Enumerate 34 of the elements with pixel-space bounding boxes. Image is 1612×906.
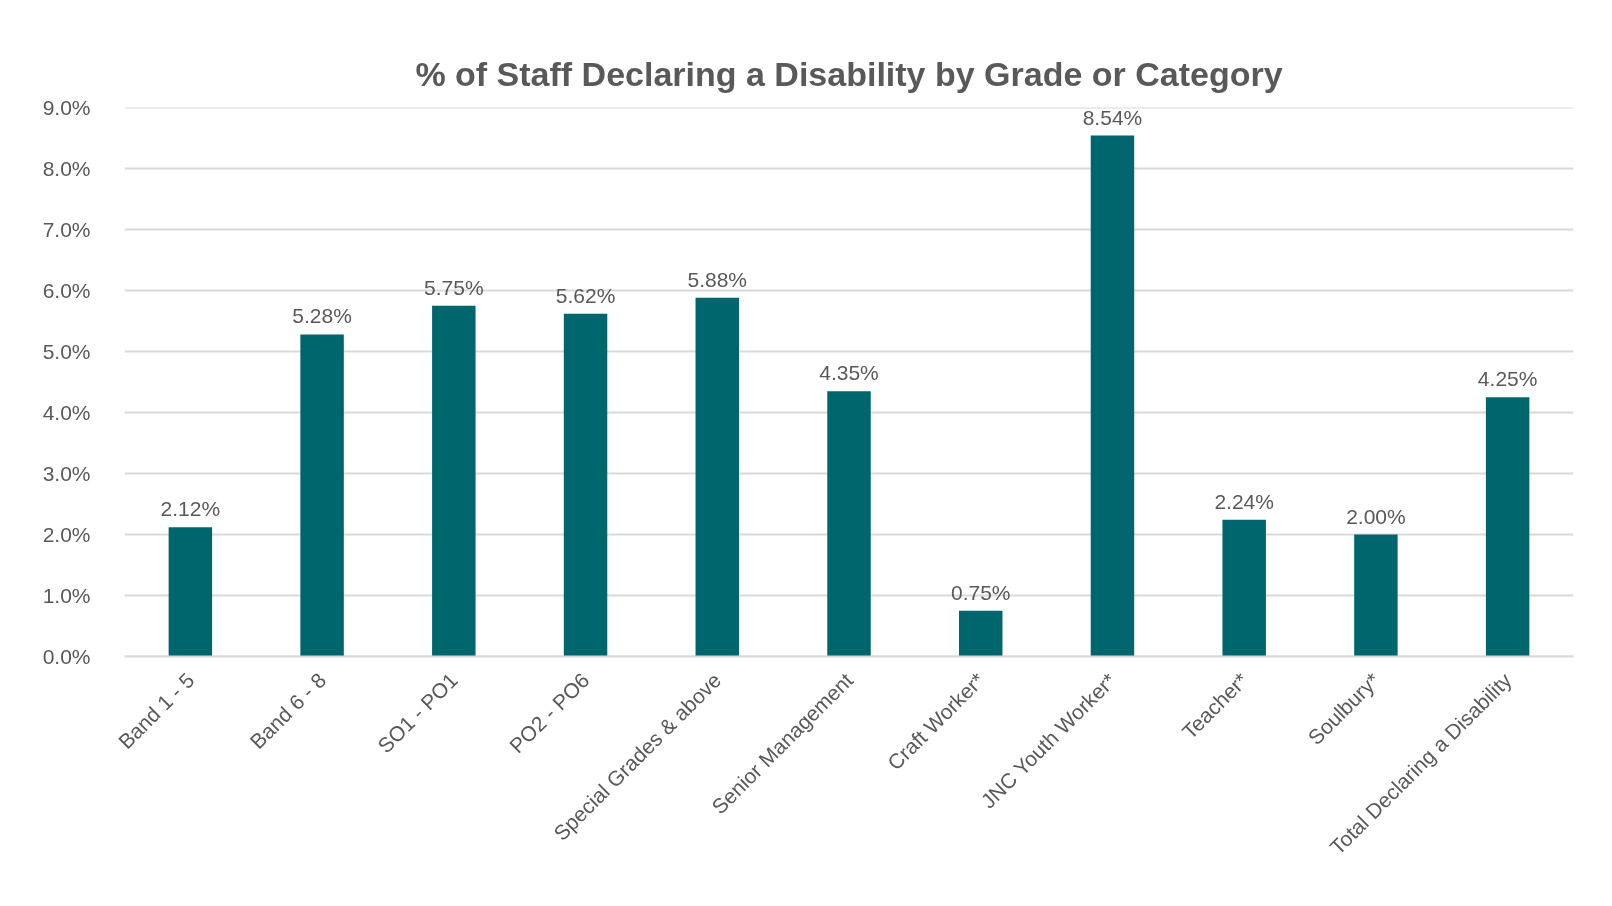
y-tick-label: 3.0% — [42, 462, 91, 485]
bar — [1090, 135, 1135, 657]
bar — [695, 297, 740, 657]
data-label: 2.12% — [160, 497, 221, 521]
data-label: 5.62% — [555, 283, 616, 307]
y-tick-label: 9.0% — [42, 96, 91, 119]
y-tick-label: 8.0% — [42, 157, 91, 180]
y-tick-label: 0.0% — [42, 645, 91, 668]
data-label: 8.54% — [1082, 105, 1143, 129]
y-tick-label: 7.0% — [42, 218, 91, 241]
data-label: 5.28% — [292, 304, 352, 328]
bar — [168, 527, 213, 657]
data-label: 2.00% — [1346, 504, 1406, 528]
bar — [827, 391, 871, 657]
data-label: 5.75% — [424, 275, 484, 299]
bar — [563, 313, 608, 657]
y-tick-label: 4.0% — [42, 401, 91, 424]
bar — [958, 610, 1003, 657]
y-tick-label: 2.0% — [42, 523, 91, 546]
bar — [1354, 534, 1398, 657]
bar — [1222, 519, 1266, 657]
y-tick-label: 5.0% — [42, 340, 91, 363]
data-label: 4.35% — [819, 361, 879, 385]
y-tick-label: 1.0% — [42, 584, 91, 607]
data-label: 5.88% — [687, 267, 748, 291]
y-tick-label: 6.0% — [42, 279, 91, 302]
chart-title: % of Staff Declaring a Disability by Grade or Category — [415, 54, 1283, 93]
x-tick-label: SO1 - PO1 — [373, 668, 462, 758]
bar — [432, 305, 476, 657]
bar — [1485, 397, 1530, 657]
data-label: 4.25% — [1477, 367, 1538, 391]
data-label: 0.75% — [950, 580, 1011, 604]
bar — [300, 334, 344, 657]
data-label: 2.24% — [1214, 489, 1274, 513]
